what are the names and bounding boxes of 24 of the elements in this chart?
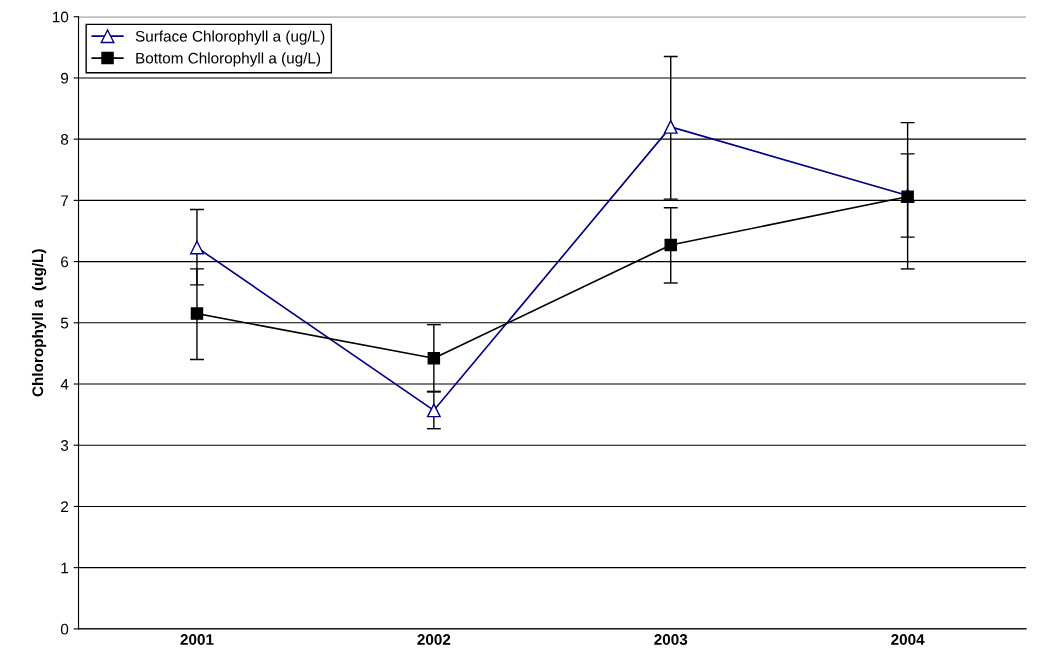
y-tick-label: 4 — [60, 379, 69, 390]
y-tick-label: 1 — [61, 562, 69, 574]
y-tick-label: 7 — [61, 195, 69, 206]
y-tick-label: 2 — [61, 501, 69, 512]
y-axis-title: Chlorophyll a (ug/L) — [31, 249, 47, 397]
point — [427, 352, 441, 365]
x-tick-label: 2002 — [417, 634, 451, 645]
point — [190, 307, 204, 320]
y-tick-label: 0 — [60, 623, 69, 635]
y-tick-label: 8 — [60, 134, 69, 145]
point — [663, 119, 678, 134]
y-tick-label: 9 — [61, 72, 69, 84]
y-tick-label: 5 — [60, 317, 69, 329]
x-tick-label: 2001 — [180, 634, 214, 645]
point — [664, 238, 677, 252]
y-tick-label: 6 — [61, 256, 69, 268]
point — [190, 240, 204, 255]
legend-label: Bottom Chlorophyll a (ug/L) — [136, 52, 321, 67]
x-tick-label: 2004 — [891, 634, 925, 645]
x-tick-label: 2003 — [654, 634, 688, 645]
legend-label: Surface Chlorophyll a (ug/L) — [135, 30, 325, 45]
point — [426, 403, 441, 418]
y-tick-label: 10 — [52, 11, 69, 23]
y-tick-label: 3 — [60, 440, 69, 451]
